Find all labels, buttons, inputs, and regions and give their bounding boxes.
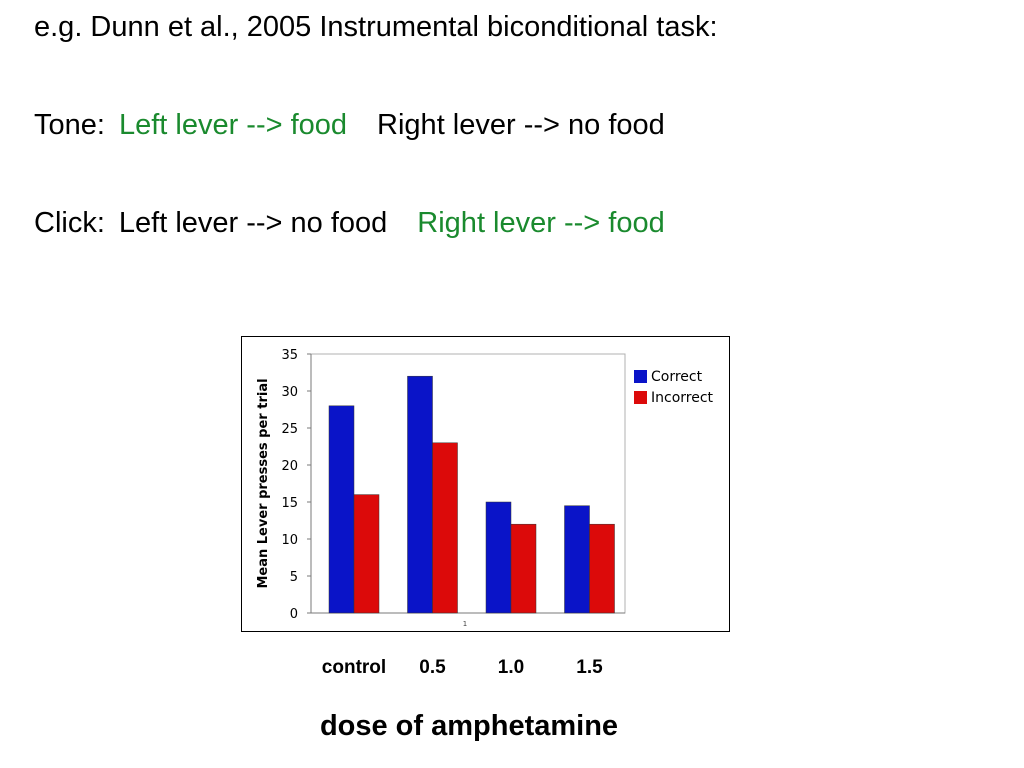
y-tick-label: 30 <box>281 385 298 400</box>
category-label: 1.0 <box>497 657 525 678</box>
click-right-lever-rule: Right lever --> food <box>417 207 665 239</box>
category-label: control <box>321 657 387 678</box>
click-left-lever-rule: Left lever --> no food <box>118 207 388 239</box>
category-label: 1.5 <box>576 657 603 678</box>
bar-incorrect-1 <box>432 442 458 614</box>
y-tick-label: 5 <box>290 570 298 585</box>
tone-line: Tone: Left lever --> food Right lever --> … <box>34 108 665 142</box>
tone-right-lever-rule: Right lever --> no food <box>377 109 665 141</box>
bar-incorrect-0 <box>353 494 380 614</box>
y-tick-label: 10 <box>281 533 298 548</box>
y-tick-label: 20 <box>281 459 298 474</box>
y-axis-label: Mean Lever presses per trial <box>256 378 271 588</box>
y-tick-label: 15 <box>281 496 298 511</box>
bar-correct-2 <box>485 501 512 614</box>
bar-chart: 0 5 10 15 20 25 30 35 Mean Lever presses per tri… <box>256 348 714 628</box>
tone-left-lever-rule: Left lever --> food <box>118 109 348 141</box>
bar-correct-3 <box>564 505 590 614</box>
legend-swatch-incorrect <box>634 391 647 404</box>
tone-label: Tone: <box>34 109 105 141</box>
heading-text: e.g. Dunn et al., 2005 Instrumental bico… <box>34 11 718 43</box>
bar-correct-0 <box>328 405 355 614</box>
y-tick-label: 25 <box>281 422 298 437</box>
bar-incorrect-3 <box>589 523 615 614</box>
click-label: Click: <box>34 207 105 239</box>
y-tick-label: 35 <box>281 348 298 363</box>
bar-incorrect-2 <box>510 523 537 614</box>
y-tick-label: 0 <box>290 607 298 622</box>
x-axis-inner-label: 1 <box>463 620 467 628</box>
legend-swatch-correct <box>634 370 647 383</box>
category-label: 0.5 <box>419 657 446 678</box>
x-axis-title: dose of amphetamine <box>319 710 619 742</box>
legend-label-incorrect: Incorrect <box>651 390 714 406</box>
click-line: Click: Left lever --> no food Right lever … <box>34 206 665 240</box>
bar-chart-frame: 0 5 10 15 20 25 30 35 Mean Lever presses per tri… <box>241 336 730 632</box>
bar-correct-1 <box>407 375 433 614</box>
legend-label-correct: Correct <box>651 369 703 385</box>
heading-line: e.g. Dunn et al., 2005 Instrumental bico… <box>34 10 718 44</box>
